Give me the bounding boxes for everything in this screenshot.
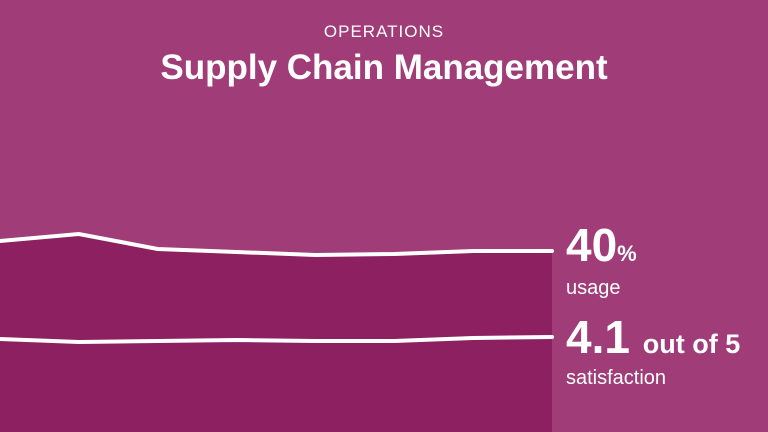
usage-label: usage — [566, 277, 621, 299]
usage-value: 40 — [566, 219, 618, 271]
satisfaction-stat: 4.1 out of 5 satisfaction — [566, 314, 740, 389]
satisfaction-value: 4.1 — [566, 311, 630, 363]
satisfaction-label: satisfaction — [566, 367, 667, 389]
section-eyebrow: OPERATIONS — [323, 22, 445, 41]
usage-stat: 40% usage — [566, 222, 637, 299]
satisfaction-line — [0, 335, 554, 345]
usage-area — [0, 234, 552, 432]
satisfaction-unit: out of 5 — [642, 329, 741, 359]
usage-line — [0, 231, 554, 258]
usage-unit: % — [617, 241, 637, 266]
page-title: Supply Chain Management — [160, 48, 608, 87]
